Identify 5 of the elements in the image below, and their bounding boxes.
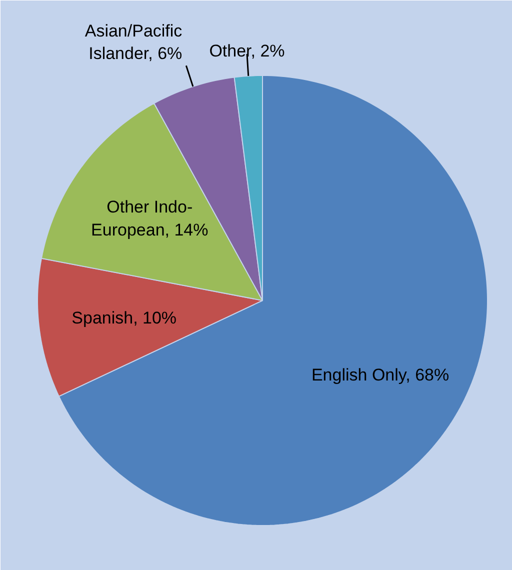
slice-label: Other, 2% (209, 41, 285, 60)
slice-label: Other Indo-European, 14% (91, 198, 208, 240)
slice-label: English Only, 68% (311, 366, 450, 385)
slice-label: Asian/Pacific Islander, 6% (84, 21, 183, 64)
slice-label: Spanish, 10% (72, 308, 177, 328)
